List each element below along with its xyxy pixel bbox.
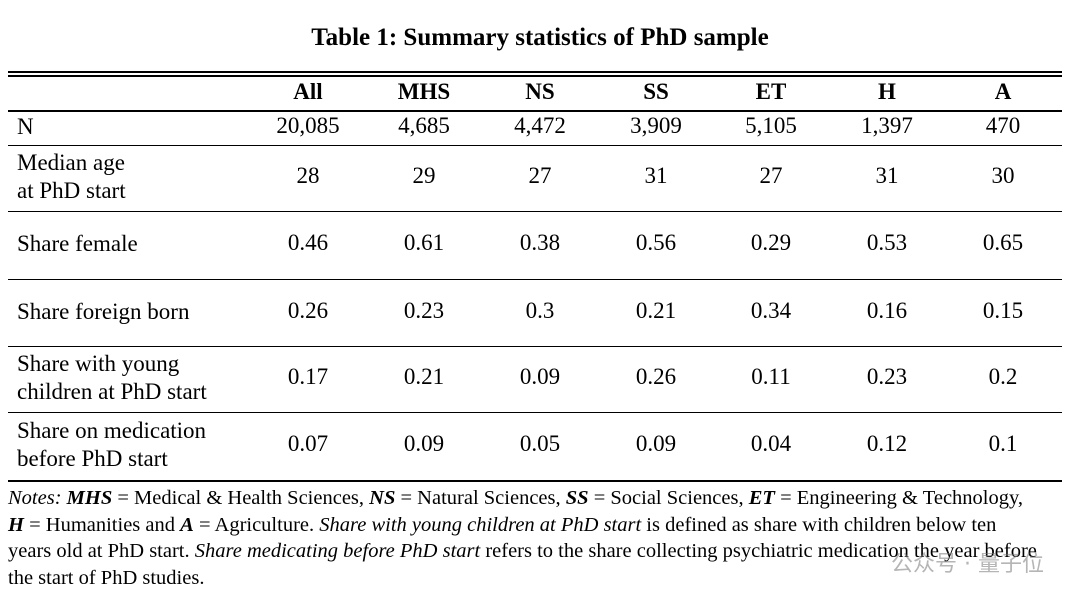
note-run: = Engineering & Technology, [774,487,1024,509]
note-run: A [180,513,194,536]
cell: 0.23 [403,297,445,323]
rule [8,279,1062,280]
watermark: 公众号 · 量子位 [891,552,1044,577]
cell: 0.05 [519,431,561,456]
cell: 29 [412,163,436,188]
row-label: N [17,113,34,141]
notes: Notes: MHS = Medical & Health Sciences, … [8,485,1038,591]
cell: 0.15 [982,297,1024,323]
cell: 0.34 [750,297,792,323]
rule [8,145,1062,146]
rule [8,211,1062,212]
row-label: Median age at PhD start [17,149,126,205]
cell: 0.38 [519,230,561,255]
table-title: Table 1: Summary statistics of PhD sampl… [311,24,769,51]
column-header: SS [643,79,669,104]
cell: 0.3 [525,297,555,323]
cell: 0.29 [750,230,792,255]
cell: 0.53 [866,230,908,255]
cell: 1,397 [861,112,913,138]
cell: 0.23 [866,364,908,389]
cell: 0.09 [519,364,561,389]
row-label: Share on medication before PhD start [17,417,206,473]
cell: 0.11 [751,364,791,389]
rule [8,412,1062,413]
cell: 20,085 [276,112,340,138]
rule [8,71,1062,73]
cell: 4,685 [398,112,450,138]
note-run: ET [748,487,775,509]
row-label-line: Share foreign born [17,298,190,324]
note-run: = Social Sciences, [588,487,749,509]
cell: 5,105 [745,112,797,138]
cell: 0.26 [287,297,329,323]
row-label-line: N [17,113,34,139]
cell: 28 [296,163,320,188]
cell: 31 [644,163,668,188]
note-run: Notes: [8,487,67,509]
cell: 0.26 [635,364,677,389]
cell: 0.04 [750,431,792,456]
note-run: SS [565,487,589,509]
column-header: MHS [397,79,451,104]
note-run: = Natural Sciences, [395,487,566,509]
cell: 0.21 [403,364,445,389]
cell: 0.12 [866,431,908,456]
cell: 0.07 [287,431,329,456]
column-header: H [878,79,896,104]
note-run: NS [369,487,396,509]
row-label-line: Median age [17,150,125,175]
note-run: Share with young children at PhD start [319,513,642,536]
cell: 0.56 [635,230,677,255]
row-label-line: children at PhD start [17,379,207,404]
row-label: Share foreign born [17,298,189,326]
cell: 3,909 [630,112,682,138]
note-run: is defined as share with children below … [8,513,997,563]
row-label-line: at PhD start [17,178,126,203]
row-label: Share female [17,230,138,258]
cell: 0.46 [287,230,329,255]
cell: 0.2 [988,364,1018,389]
row-label-line: Share female [17,231,138,256]
cell: 0.17 [287,364,329,389]
cell: 30 [991,163,1015,188]
note-run: = Medical & Health Sciences, [112,487,370,509]
row-label-line: before PhD start [17,446,168,471]
note-run: = Humanities and [23,513,181,536]
cell: 0.09 [635,431,677,456]
cell: 0.16 [866,297,908,323]
rule [8,110,1062,112]
row-label-line: Share with young [17,351,180,376]
cell: 0.61 [403,230,445,255]
rule [8,480,1062,482]
cell: 0.21 [635,297,677,323]
cell: 31 [875,163,899,188]
cell: 4,472 [514,112,566,138]
rule [8,346,1062,347]
cell: 27 [528,163,552,188]
column-header: A [994,79,1012,104]
cell: 0.09 [403,431,445,456]
row-label-line: Share on medication [17,418,207,443]
note-run: = Agriculture. [193,513,320,536]
note-run: refers to the share collecting psychiatr… [8,540,1037,589]
cell: 0.1 [988,431,1018,456]
column-header: ET [755,79,787,104]
row-label: Share with young children at PhD start [17,350,207,406]
note-run: H [8,513,24,536]
column-header: All [293,79,323,104]
cell: 0.65 [982,230,1024,255]
cell: 470 [985,112,1021,138]
note-run: MHS [66,487,113,509]
rule [8,75,1062,77]
note-run: Share medicating before PhD start [194,540,481,562]
cell: 27 [759,163,783,188]
column-header: NS [525,79,555,104]
